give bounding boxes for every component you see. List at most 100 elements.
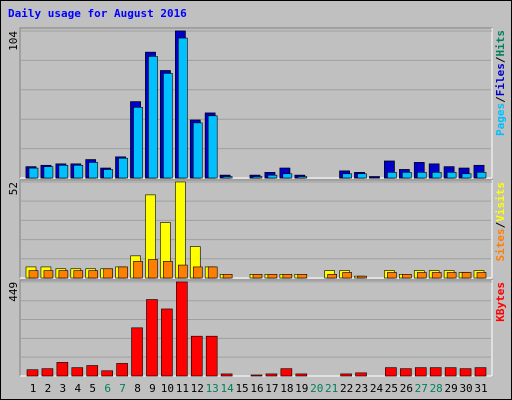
legend: Pages/Files/Hits xyxy=(494,30,507,136)
x-tick-label: 24 xyxy=(370,382,384,395)
bar xyxy=(56,362,69,377)
bar xyxy=(71,367,84,377)
bar xyxy=(400,368,412,377)
bar xyxy=(265,373,278,377)
legend-entry: KBytes xyxy=(494,282,507,322)
bar xyxy=(58,164,69,179)
bar xyxy=(103,268,113,279)
y-tick-label: 52 xyxy=(7,182,20,195)
x-tick-label: 21 xyxy=(325,382,338,395)
bar xyxy=(342,173,352,179)
bar xyxy=(297,176,308,179)
bar xyxy=(431,272,442,279)
x-tick-label: 17 xyxy=(265,382,278,395)
x-tick-label: 8 xyxy=(134,382,141,395)
bar xyxy=(43,270,54,279)
x-tick-label: 13 xyxy=(206,382,219,395)
bar xyxy=(387,272,397,279)
bar xyxy=(220,373,233,377)
y-tick-label: 449 xyxy=(7,282,20,302)
plot-area xyxy=(19,179,493,279)
bar xyxy=(267,174,278,179)
bar xyxy=(222,176,233,179)
bar xyxy=(26,369,39,377)
legend: Sites/Visits xyxy=(494,182,507,262)
bar xyxy=(446,172,457,179)
bar xyxy=(387,172,397,179)
x-tick-label: 27 xyxy=(415,382,428,395)
bar xyxy=(357,275,367,279)
bar xyxy=(414,367,427,377)
legend-separator: / xyxy=(494,96,507,103)
bar xyxy=(101,370,113,377)
bar xyxy=(429,367,442,377)
bar xyxy=(459,368,472,377)
legend-separator: / xyxy=(494,221,507,228)
bar xyxy=(88,270,99,279)
bar xyxy=(133,107,143,179)
x-tick-label: 7 xyxy=(119,382,126,395)
legend-entry: Visits xyxy=(494,182,507,222)
plot-area xyxy=(19,279,493,377)
x-tick-label: 6 xyxy=(104,382,111,395)
bar xyxy=(402,172,412,179)
bar xyxy=(280,368,293,377)
bar xyxy=(207,266,218,279)
x-tick-label: 3 xyxy=(60,382,67,395)
bar xyxy=(416,172,427,179)
bar xyxy=(146,299,158,377)
bar xyxy=(340,373,352,377)
bar xyxy=(385,367,397,377)
bar xyxy=(192,122,203,179)
bar xyxy=(461,272,472,279)
bar xyxy=(431,172,442,179)
bar xyxy=(207,115,218,179)
x-tick-label: 2 xyxy=(45,382,52,395)
bar xyxy=(41,368,54,377)
bar xyxy=(118,157,128,179)
bar xyxy=(103,169,113,179)
bar xyxy=(476,272,487,279)
x-tick-label: 12 xyxy=(191,382,204,395)
bar xyxy=(357,173,367,179)
bar xyxy=(88,162,99,179)
bar xyxy=(282,173,293,179)
x-tick-label: 30 xyxy=(459,382,472,395)
x-tick-label: 5 xyxy=(89,382,96,395)
bar xyxy=(190,335,203,377)
bar xyxy=(252,176,263,179)
bar xyxy=(295,373,308,377)
bar xyxy=(175,181,186,279)
x-tick-label: 10 xyxy=(161,382,174,395)
bar xyxy=(148,259,158,279)
bar xyxy=(43,166,54,179)
legend-separator: / xyxy=(494,56,507,63)
bar xyxy=(282,274,293,279)
x-tick-label: 25 xyxy=(385,382,398,395)
x-tick-label: 29 xyxy=(445,382,458,395)
x-tick-label: 31 xyxy=(474,382,487,395)
x-tick-label: 15 xyxy=(235,382,248,395)
bar xyxy=(222,274,233,279)
chart-title: Daily usage for August 2016 xyxy=(8,7,187,20)
x-tick-label: 4 xyxy=(74,382,81,395)
bar xyxy=(178,37,188,179)
legend: KBytes xyxy=(494,282,507,322)
bar xyxy=(73,164,84,179)
x-tick-label: 20 xyxy=(310,382,323,395)
x-tick-label: 26 xyxy=(400,382,413,395)
bar xyxy=(476,172,487,179)
bar xyxy=(116,363,128,377)
bar xyxy=(161,308,173,377)
x-tick-label: 14 xyxy=(221,382,235,395)
bar xyxy=(250,374,263,377)
bar xyxy=(118,266,128,279)
bar xyxy=(327,274,337,279)
y-tick-label: 104 xyxy=(7,31,20,51)
bar xyxy=(444,367,457,377)
bar xyxy=(28,270,39,279)
bar xyxy=(355,372,367,377)
bar xyxy=(148,56,158,179)
x-tick-label: 11 xyxy=(176,382,189,395)
